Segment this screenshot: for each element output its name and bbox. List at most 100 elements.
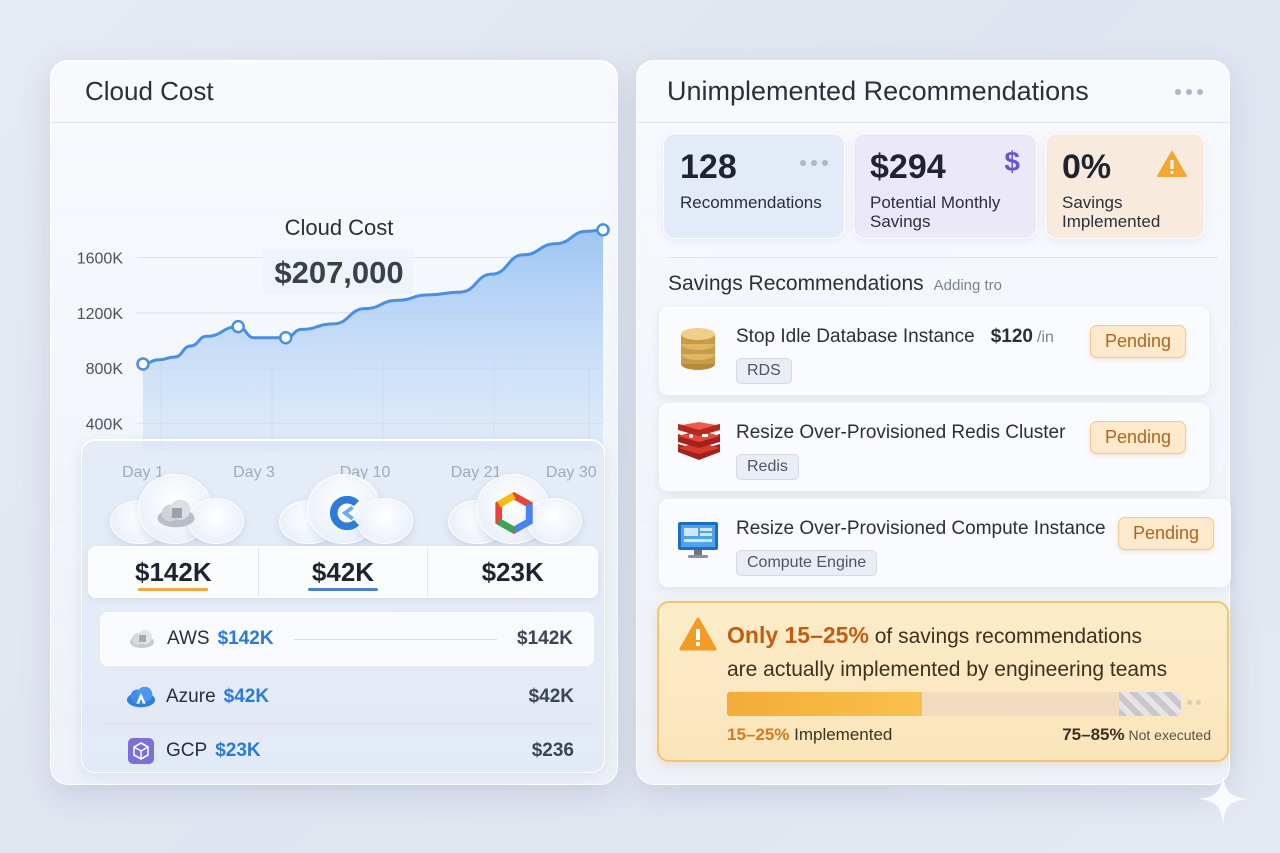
monitor-icon [676,518,720,562]
stat-savings-implemented[interactable]: 0% Savings Implemented [1045,133,1205,239]
cloud-cost-chart: 400K800K1200K1600KDay 1Day 3Day 10Day 21… [77,215,610,481]
recommendation-amount: $120 [990,326,1033,347]
chart-total: $207,000 [274,255,403,290]
gcp-hexagon-icon [493,491,535,535]
provider-row-gcp[interactable]: GCP $23K $236 [100,724,594,778]
service-tag: Compute Engine [736,550,878,576]
row-divider [281,751,512,752]
data-point[interactable] [596,223,610,237]
pending-badge[interactable]: Pending [1089,325,1186,358]
y-tick-label: 800K [86,361,124,378]
alert-text-line1: of savings recommendations [868,625,1143,648]
chart-title: Cloud Cost [285,215,394,240]
warning-icon [679,617,717,656]
provider-right-value: $142K [517,628,573,649]
implementation-progress [727,692,1181,716]
recommendation-title: Resize Over-Provisioned Redis Cluster [736,422,1065,444]
service-tag: RDS [736,358,792,384]
y-tick-label: 1600K [77,251,124,268]
provider-right-value: $236 [531,740,574,761]
provider-right-value: $42K [528,685,574,707]
recommendation-card[interactable]: Stop Idle Database Instance $120/in RDS P… [659,307,1209,395]
stats-row: 128 Recommendations $294 Potential Month… [663,133,1205,239]
alert-message: Only 15–25% of savings recommendations a… [727,619,1207,686]
recommendation-title-text: Resize Over-Provisioned Redis Cluster [736,422,1066,443]
recommendations-panel: Unimplemented Recommendations 128 Recomm… [636,60,1231,785]
recommendation-title-text: Stop Idle Database Instance [736,326,975,347]
cloud-cost-header: Cloud Cost [51,61,617,123]
warning-icon [1156,150,1188,183]
stat-potential-savings[interactable]: $294 Potential Monthly Savings $ [853,133,1037,239]
azure-underline [308,588,378,591]
not-executed-label: Not executed [1124,727,1211,743]
recommendation-title: Stop Idle Database Instance $120/in [736,326,1054,348]
pending-badge[interactable]: Pending [1089,421,1186,454]
stat-value: 128 [680,148,737,186]
y-tick-label: 400K [86,416,124,433]
aws-cloud[interactable] [100,470,250,544]
gcp-total-value: $23K [481,556,544,587]
stat-recommendations[interactable]: 128 Recommendations [663,133,845,239]
provider-name: Azure [166,685,216,707]
provider-breakdown: $142K $42K $23K AWS $142K $142K Azure $4… [81,439,605,773]
y-tick-label: 1200K [77,306,124,323]
data-point[interactable] [279,330,293,345]
provider-name: GCP [166,740,208,761]
azure-c-icon [324,492,366,534]
implemented-label: Implemented [789,725,893,744]
not-executed-value: 75–85% [1062,725,1125,744]
implementation-alert: Only 15–25% of savings recommendations a… [657,601,1229,762]
implemented-fill [727,692,923,716]
provider-rows: AWS $142K $142K Azure $42K $42K GCP $23K… [100,612,594,778]
alert-highlight: Only 15–25% [727,622,869,648]
recommendation-title-text: Resize Over-Provisioned Compute Instance [736,518,1106,539]
azure-cloud[interactable] [269,470,419,544]
aws-cloud-icon [155,492,197,534]
aws-total[interactable]: $142K [89,547,259,597]
provider-name: AWS [167,628,210,649]
section-subtitle: Adding tro [933,277,1003,294]
service-tag: Redis [736,454,799,480]
aws-total-value: $142K [135,556,212,587]
stat-value: 0% [1062,148,1112,186]
not-executed-legend: 75–85% Not executed [1062,725,1211,745]
row-divider [293,638,497,640]
panel-title: Unimplemented Recommendations [667,76,1089,106]
database-icon [676,326,720,370]
recommendation-period: /in [1037,329,1054,346]
more-dots-icon[interactable] [800,160,828,166]
azure-total[interactable]: $42K [259,547,429,597]
dollar-icon: $ [1004,146,1020,177]
stat-label: Potential Monthly Savings [870,193,1001,231]
provider-value: $142K [217,628,274,649]
provider-value: $23K [215,740,261,761]
row-divider [289,696,509,697]
recommendation-title: Resize Over-Provisioned Compute Instance [736,518,1106,540]
sparkle-icon [1196,772,1250,831]
recommendation-card[interactable]: Resize Over-Provisioned Compute Instance… [659,499,1231,587]
recommendation-card[interactable]: Resize Over-Provisioned Redis Cluster Re… [659,403,1209,491]
section-title-text: Savings Recommendations [668,272,924,295]
aws-underline [138,588,209,591]
provider-totals: $142K $42K $23K [88,546,598,598]
gcp-total[interactable]: $23K [428,547,597,597]
cost-line [142,228,604,366]
progress-dots [1187,700,1201,705]
data-point[interactable] [231,319,245,334]
pending-badge[interactable]: Pending [1117,517,1214,550]
gcp-cube-icon [126,738,156,764]
section-title: Savings Recommendations Adding tro [668,257,1218,296]
provider-row-azure[interactable]: Azure $42K $42K [100,670,594,724]
provider-row-aws[interactable]: AWS $142K $142K [100,612,594,666]
implemented-legend: 15–25% Implemented [727,725,892,745]
alert-text-line2: are actually implemented by engineering … [727,658,1168,681]
implemented-value: 15–25% [727,725,790,744]
stat-label: Recommendations [680,193,822,212]
stat-label: Savings Implemented [1062,193,1161,231]
gcp-cloud[interactable] [438,470,588,544]
more-options-icon[interactable] [1175,88,1203,95]
data-point[interactable] [136,357,150,371]
not-executed-hatch [1119,692,1181,716]
azure-icon [126,685,156,709]
aws-cloud-icon [127,627,157,651]
